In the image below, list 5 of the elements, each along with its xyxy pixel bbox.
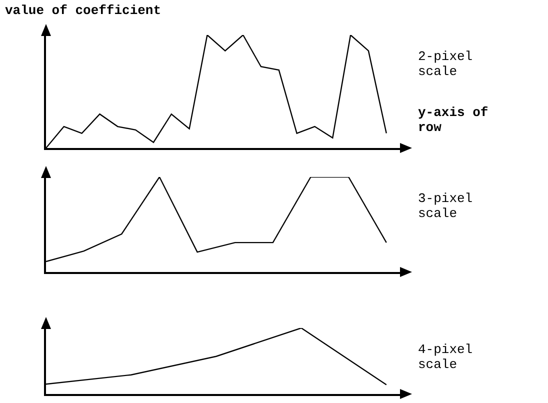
x-axis-title: y-axis of row: [418, 105, 490, 135]
text: 2-pixel scale: [418, 49, 474, 79]
chart-title: value of coefficient: [5, 3, 162, 18]
text: 3-pixel scale: [418, 191, 474, 221]
text: 4-pixel scale: [418, 342, 474, 372]
